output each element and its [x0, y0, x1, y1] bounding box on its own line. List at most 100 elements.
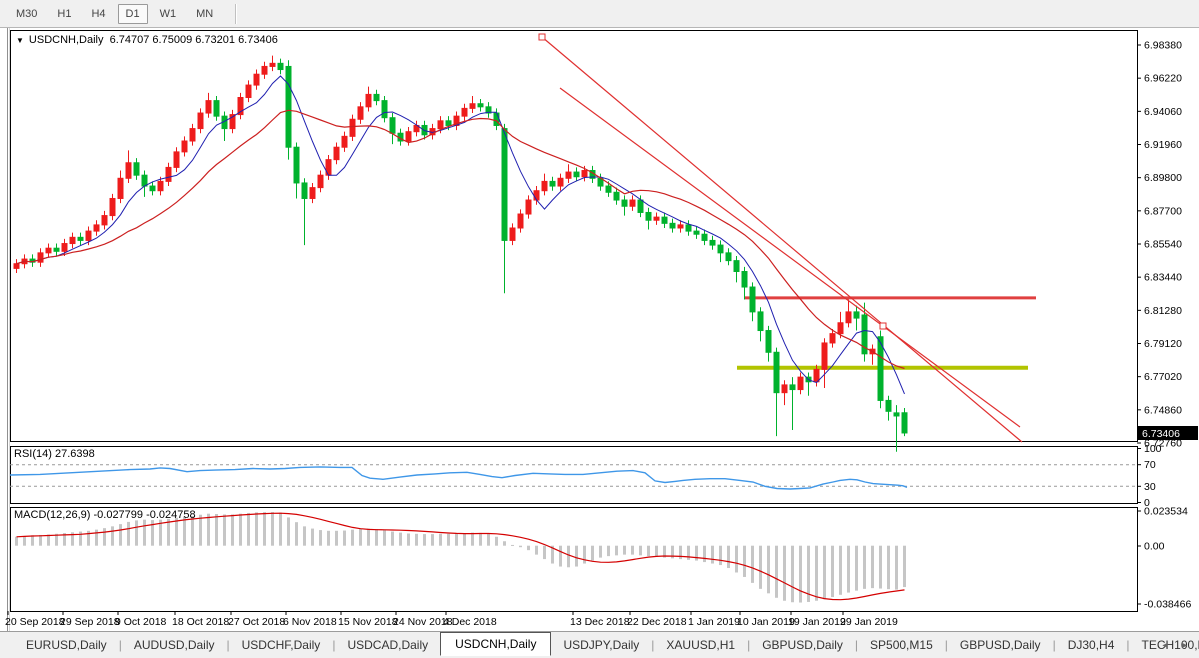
candle-body[interactable] — [693, 230, 700, 235]
candle-body[interactable] — [541, 180, 548, 192]
candle-body[interactable] — [885, 399, 892, 412]
candle-body[interactable] — [517, 213, 524, 229]
candle-body[interactable] — [477, 103, 484, 108]
candle-body[interactable] — [381, 100, 388, 119]
symbol-tab-tech100-h1[interactable]: TECH100,H1 — [1141, 638, 1199, 652]
candle-body[interactable] — [45, 247, 52, 254]
candle-body[interactable] — [629, 199, 636, 207]
candle-body[interactable] — [13, 263, 20, 269]
candle-body[interactable] — [773, 351, 780, 394]
candle-body[interactable] — [469, 103, 476, 109]
candle-body[interactable] — [189, 128, 196, 142]
candle-body[interactable] — [717, 244, 724, 254]
candle-body[interactable] — [893, 412, 900, 417]
trendline-handle[interactable] — [879, 322, 887, 330]
candle-body[interactable] — [821, 342, 828, 370]
trendline-handle[interactable] — [538, 33, 546, 41]
candle-body[interactable] — [85, 230, 92, 241]
candle-body[interactable] — [133, 162, 140, 176]
candle-body[interactable] — [701, 233, 708, 241]
candle-body[interactable] — [877, 336, 884, 401]
candle-body[interactable] — [901, 412, 908, 434]
candle-body[interactable] — [525, 199, 532, 215]
candle-body[interactable] — [661, 216, 668, 224]
timeframe-button-h1[interactable]: H1 — [57, 7, 72, 20]
timeframe-button-w1[interactable]: W1 — [159, 7, 177, 20]
candle-body[interactable] — [349, 118, 356, 137]
candle-body[interactable] — [61, 243, 68, 252]
symbol-tab-audusd-daily[interactable]: AUDUSD,Daily — [133, 638, 215, 652]
candle-body[interactable] — [861, 314, 868, 355]
candle-body[interactable] — [757, 311, 764, 332]
candle-body[interactable] — [245, 84, 252, 99]
candle-body[interactable] — [709, 239, 716, 246]
candle-body[interactable] — [173, 151, 180, 168]
candle-body[interactable] — [565, 171, 572, 179]
timeframe-button-h4[interactable]: H4 — [91, 7, 106, 20]
candle-body[interactable] — [197, 112, 204, 130]
candle-body[interactable] — [341, 135, 348, 148]
candle-body[interactable] — [485, 106, 492, 114]
candle-body[interactable] — [37, 252, 44, 263]
candle-body[interactable] — [149, 185, 156, 192]
candle-body[interactable] — [581, 170, 588, 178]
chart-canvas[interactable]: 6.98380 6.96220 6.94060 6.91960 6.89800 6.877… — [0, 28, 1199, 631]
candle-body[interactable] — [557, 177, 564, 187]
candle-body[interactable] — [117, 177, 124, 199]
candle-body[interactable] — [77, 236, 84, 241]
candle-body[interactable] — [157, 180, 164, 192]
candle-body[interactable] — [261, 65, 268, 75]
candle-body[interactable] — [501, 128, 508, 241]
timeframe-button-m30[interactable]: M30 — [16, 7, 38, 20]
candle-body[interactable] — [837, 322, 844, 335]
candle-body[interactable] — [725, 252, 732, 262]
candle-body[interactable] — [781, 384, 788, 394]
candle-body[interactable] — [301, 182, 308, 199]
candle-body[interactable] — [685, 224, 692, 232]
symbol-tab-usdcad-daily[interactable]: USDCAD,Daily — [347, 638, 429, 652]
candle-body[interactable] — [741, 270, 748, 288]
candle-body[interactable] — [389, 117, 396, 134]
candle-body[interactable] — [333, 146, 340, 161]
candle-body[interactable] — [237, 97, 244, 116]
candle-body[interactable] — [789, 384, 796, 391]
tabs-scroll-right-icon[interactable]: ► — [1180, 640, 1193, 650]
candle-body[interactable] — [165, 166, 172, 182]
candle-body[interactable] — [829, 333, 836, 344]
descending-trendline-1[interactable] — [541, 36, 1023, 443]
candle-body[interactable] — [357, 106, 364, 120]
candle-body[interactable] — [125, 162, 132, 179]
timeframe-button-d1[interactable]: D1 — [117, 3, 148, 24]
symbol-tab-usdchf-daily[interactable]: USDCHF,Daily — [241, 638, 321, 652]
candle-body[interactable] — [405, 131, 412, 142]
candle-body[interactable] — [765, 330, 772, 353]
candle-body[interactable] — [101, 215, 108, 226]
candle-body[interactable] — [253, 73, 260, 86]
candle-body[interactable] — [653, 216, 660, 221]
candle-body[interactable] — [645, 211, 652, 221]
candle-body[interactable] — [637, 199, 644, 213]
candle-body[interactable] — [53, 247, 60, 252]
candle-body[interactable] — [437, 120, 444, 130]
symbol-tab-eurusd-daily[interactable]: EURUSD,Daily — [26, 638, 107, 652]
symbol-tab-gbpusd-daily[interactable]: GBPUSD,Daily — [762, 638, 843, 652]
candle-body[interactable] — [309, 187, 316, 199]
candle-body[interactable] — [621, 199, 628, 207]
candle-body[interactable] — [533, 190, 540, 201]
candle-body[interactable] — [669, 222, 676, 229]
descending-trendline-2[interactable] — [559, 87, 1021, 428]
candle-body[interactable] — [293, 146, 300, 184]
symbol-tab-usdcnh-daily[interactable]: USDCNH,Daily — [440, 632, 552, 656]
candle-body[interactable] — [445, 120, 452, 126]
symbol-tab-xauusd-h1[interactable]: XAUUSD,H1 — [666, 638, 736, 652]
candle-body[interactable] — [797, 376, 804, 391]
symbol-tab-gbpusd-daily[interactable]: GBPUSD,Daily — [959, 638, 1041, 652]
candle-body[interactable] — [613, 191, 620, 201]
timeframe-button-mn[interactable]: MN — [196, 7, 214, 20]
candle-body[interactable] — [109, 197, 116, 217]
candle-body[interactable] — [141, 174, 148, 187]
candle-body[interactable] — [677, 224, 684, 229]
candle-body[interactable] — [229, 114, 236, 130]
candle-body[interactable] — [549, 180, 556, 187]
candle-body[interactable] — [181, 140, 188, 153]
